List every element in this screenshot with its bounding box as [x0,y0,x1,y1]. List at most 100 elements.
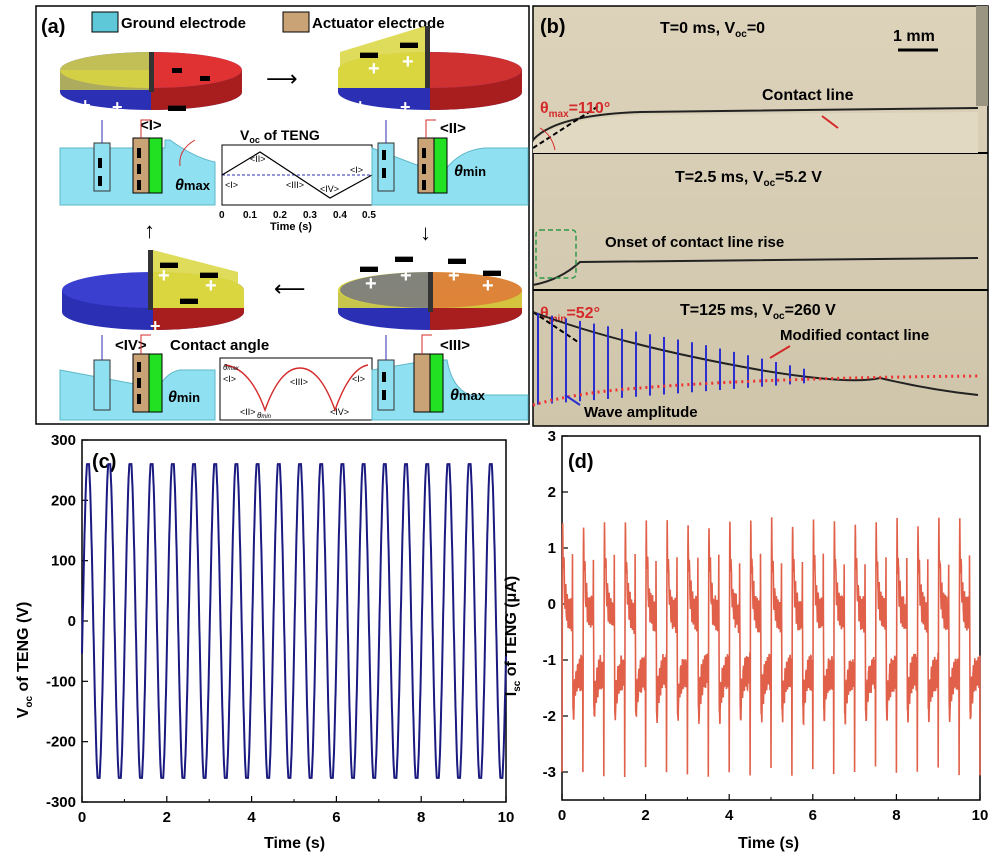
tank-state-1: θmax [59,119,216,206]
y-tick-label: 3 [548,428,556,445]
state-label-3: <III> [440,337,470,354]
svg-text:▬: ▬ [360,256,378,276]
theta-min-label-4: θmin [168,389,200,406]
arrow-up-left: ↑ [144,218,155,243]
svg-text:<III>: <III> [290,377,308,387]
svg-text:+: + [368,58,380,80]
svg-text:<IV>: <IV> [320,184,339,194]
theta-max-label-3: θmax [450,387,486,404]
panel-a-label: (a) [41,16,65,38]
svg-text:▬: ▬ [483,260,501,280]
onset-label: Onset of contact line rise [605,234,784,251]
frame2-title: T=2.5 ms, Voc=5.2 V [675,169,822,189]
state-label-2: <II> [440,120,466,137]
svg-text:+: + [400,97,411,117]
svg-text:<II>: <II> [250,154,266,164]
x-tick-label: 6 [809,807,817,824]
disk-state-4: ▬ ▬ + + ▬ + <IV> Contact angle [62,250,269,354]
modified-contact-line-label: Modified contact line [780,327,929,344]
actuator-electrode-label: Actuator electrode [312,15,445,32]
x-tick-label: 10 [972,807,989,824]
panel-b-frame [532,5,989,427]
theta-max-label-1: θmax [175,177,211,194]
theta-max-value: θmax=110° [540,100,610,120]
svg-text:<I>: <I> [223,374,236,384]
svg-text:0.5: 0.5 [362,210,376,221]
y-tick-label: 300 [51,432,76,449]
theta-min-label-2: θmin [454,163,486,180]
x-tick-label: 10 [498,809,515,826]
scale-bar-label: 1 mm [893,28,935,45]
panel-b-label: (b) [540,16,566,38]
arrow-right-top: ⟶ [266,66,298,91]
svg-text:<II>: <II> [240,407,256,417]
svg-text:+: + [402,51,414,73]
y-tick-label: -200 [46,734,76,751]
y-tick-label: 100 [51,553,76,570]
y-tick-label: -2 [543,708,556,725]
isc-series-line [561,517,981,778]
svg-text:▬: ▬ [395,246,413,266]
tank-state-3: θmax [371,334,529,421]
svg-text:+: + [448,265,460,287]
x-tick-label: 8 [892,807,900,824]
arrow-down-right: ↓ [420,220,431,245]
y-tick-label: -3 [543,764,556,781]
y-tick-label: 2 [548,484,556,501]
svg-text:▬: ▬ [180,288,198,308]
voc-series-line [81,463,507,779]
y-tick-label: -300 [46,794,76,811]
panel-c-chart: (c) Time (s) Voc of TENG (V) 0 2 4 6 8 10 -300… [15,432,514,852]
disk-state-2: ▬ ▬ + + + + <II> [338,26,522,137]
svg-text:0.1: 0.1 [243,210,257,221]
svg-text:▬: ▬ [160,252,178,272]
y-tick-label: 0 [548,596,556,613]
svg-text:<I>: <I> [225,180,238,190]
y-tick-label: 1 [548,540,556,557]
panel-c-xlabel: Time (s) [264,835,325,852]
y-tick-label: -1 [543,652,556,669]
frame3-title: T=125 ms, Voc=260 V [680,302,836,322]
svg-text:<I>: <I> [352,374,365,384]
disk-state-1: + + ▬ <I> [60,52,242,134]
contact-angle-inset: <I> <II> <III> <IV> <I> θmax θmin [219,357,373,421]
panel-c-label: (c) [92,451,116,473]
arrow-left-bottom: ⟵ [274,276,306,301]
panel-d-ylabel: Isc of TENG (μA) [503,576,523,696]
y-tick-label: 200 [51,492,76,509]
svg-text:Voc of TENG: Voc of TENG [240,127,320,145]
svg-text:+: + [355,96,366,116]
svg-text:+: + [158,265,170,287]
svg-text:+: + [365,273,377,295]
wave-amplitude-label: Wave amplitude [584,404,698,421]
panel-c-ylabel: Voc of TENG (V) [15,602,35,719]
svg-text:▬: ▬ [360,42,378,62]
svg-text:<IV>: <IV> [330,407,349,417]
svg-text:▬: ▬ [448,248,466,268]
frame1-title: T=0 ms, Voc=0 [660,20,765,40]
svg-text:+: + [150,316,161,336]
panel-d-xlabel: Time (s) [738,835,799,852]
x-tick-label: 4 [247,809,256,826]
disk-state-3: ▬ ▬ ▬ ▬ + + + + <III> [338,246,522,354]
x-tick-label: 8 [417,809,425,826]
ground-electrode-label: Ground electrode [121,15,246,32]
x-tick-label: 0 [558,807,566,824]
tank-state-4: θmin [59,334,216,421]
svg-text:θmin: θmin [257,411,272,420]
svg-text:▬: ▬ [168,95,186,115]
theta-min-value: θmin=52° [540,305,600,325]
svg-text:+: + [112,97,123,117]
svg-text:<I>: <I> [350,165,363,175]
svg-text:θmax: θmax [223,363,240,372]
y-tick-label: -100 [46,673,76,690]
actuator-electrode-swatch [282,11,310,33]
x-tick-label: 2 [163,809,171,826]
panel-d-chart: (d) Time (s) Isc of TENG (μA) 0 2 4 6 8 10-3-… [503,428,988,852]
panel-d-label: (d) [568,451,594,473]
svg-text:▬: ▬ [200,262,218,282]
svg-text:▬: ▬ [400,32,418,52]
svg-text:+: + [205,275,217,297]
voc-inset: Voc of TENG <II> <I> <III> <IV> <I> 0 0.… [219,127,376,233]
